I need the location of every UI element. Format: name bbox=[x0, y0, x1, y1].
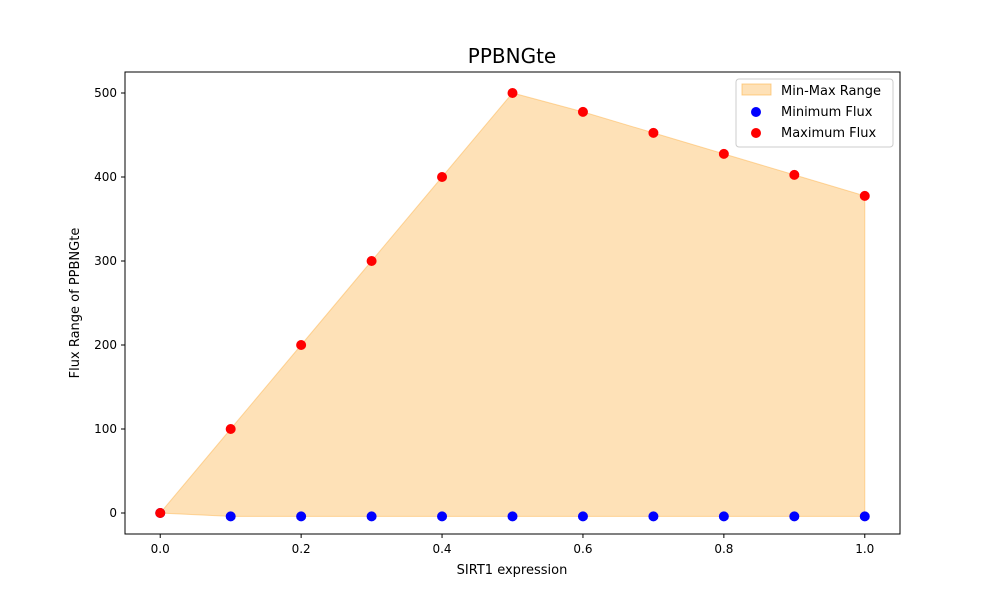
minimum-flux-point-4 bbox=[437, 511, 448, 522]
maximum-flux-points bbox=[155, 88, 870, 518]
maximum-flux-point-10 bbox=[859, 190, 870, 201]
x-axis-label: SIRT1 expression bbox=[457, 563, 568, 578]
y-tick-label: 100 bbox=[94, 422, 117, 436]
legend-label-maximum-flux: Maximum Flux bbox=[781, 126, 877, 141]
legend-marker-maximum-flux bbox=[751, 128, 761, 138]
x-tick-label: 0.8 bbox=[714, 542, 733, 556]
legend-box bbox=[735, 78, 894, 148]
maximum-flux-point-0 bbox=[155, 508, 166, 518]
y-axis: 0 100 200 300 400 500 bbox=[94, 86, 125, 520]
plot-area bbox=[155, 88, 870, 522]
maximum-flux-point-8 bbox=[718, 148, 729, 159]
x-axis: 0.0 0.2 0.4 0.6 0.8 1.0 bbox=[151, 534, 874, 556]
legend: Min-Max Range Minimum Flux Maximum Flux bbox=[735, 78, 894, 148]
y-axis-label: Flux Range of PPBNGte bbox=[68, 228, 83, 379]
maximum-flux-point-3 bbox=[366, 256, 377, 266]
maximum-flux-point-2 bbox=[296, 340, 307, 350]
minimum-flux-point-1 bbox=[225, 511, 236, 522]
minimum-flux-point-5 bbox=[507, 511, 518, 522]
legend-label-minimum-flux: Minimum Flux bbox=[781, 105, 873, 120]
maximum-flux-point-1 bbox=[225, 424, 236, 434]
minimum-flux-points bbox=[155, 508, 870, 522]
minimum-flux-point-9 bbox=[789, 511, 800, 522]
maximum-flux-point-7 bbox=[648, 127, 659, 138]
minimum-flux-point-10 bbox=[859, 511, 870, 522]
minimum-flux-point-7 bbox=[648, 511, 659, 522]
maximum-flux-point-9 bbox=[789, 169, 800, 180]
x-tick-label: 0.4 bbox=[432, 542, 451, 556]
y-tick-label: 300 bbox=[94, 254, 117, 268]
chart-title: PPBNGte bbox=[468, 44, 556, 68]
minimum-flux-point-2 bbox=[296, 511, 307, 522]
maximum-flux-point-6 bbox=[577, 106, 588, 117]
x-tick-label: 0.0 bbox=[151, 542, 170, 556]
legend-marker-minimum-flux bbox=[751, 107, 761, 117]
minimum-flux-point-3 bbox=[366, 511, 377, 522]
y-tick-label: 0 bbox=[109, 506, 117, 520]
min-max-range-fill bbox=[159, 92, 866, 517]
x-tick-label: 0.2 bbox=[292, 542, 311, 556]
minimum-flux-point-6 bbox=[577, 511, 588, 522]
plot-frame bbox=[124, 71, 901, 535]
y-tick-label: 500 bbox=[94, 86, 117, 100]
legend-swatch-min-max-range bbox=[741, 83, 772, 96]
maximum-flux-point-4 bbox=[437, 172, 448, 182]
x-tick-label: 1.0 bbox=[855, 542, 874, 556]
y-tick-label: 200 bbox=[94, 338, 117, 352]
x-tick-label: 0.6 bbox=[573, 542, 592, 556]
maximum-flux-point-5 bbox=[507, 88, 518, 98]
y-tick-label: 400 bbox=[94, 170, 117, 184]
minimum-flux-point-8 bbox=[718, 511, 729, 522]
legend-label-min-max-range: Min-Max Range bbox=[781, 84, 881, 99]
